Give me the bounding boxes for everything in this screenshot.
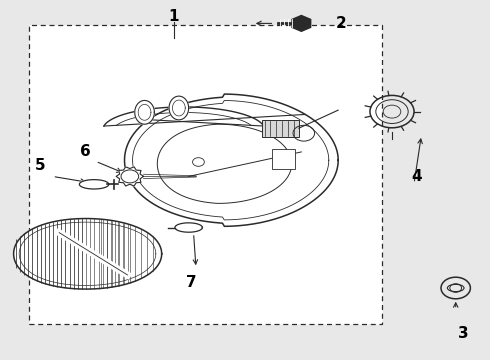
- Polygon shape: [79, 180, 109, 189]
- Text: 6: 6: [80, 144, 91, 159]
- Polygon shape: [124, 94, 338, 226]
- Polygon shape: [14, 219, 162, 289]
- Polygon shape: [135, 100, 154, 124]
- Text: 7: 7: [186, 275, 196, 290]
- Text: 5: 5: [35, 158, 46, 173]
- Bar: [29, 25, 382, 324]
- Text: 3: 3: [458, 326, 468, 341]
- Text: 2: 2: [336, 16, 346, 31]
- Polygon shape: [169, 96, 189, 120]
- Text: 1: 1: [169, 9, 179, 24]
- Bar: [272, 149, 295, 169]
- Bar: [262, 120, 299, 137]
- Polygon shape: [292, 15, 311, 31]
- Text: 4: 4: [411, 169, 422, 184]
- Polygon shape: [116, 167, 144, 186]
- Polygon shape: [175, 223, 202, 232]
